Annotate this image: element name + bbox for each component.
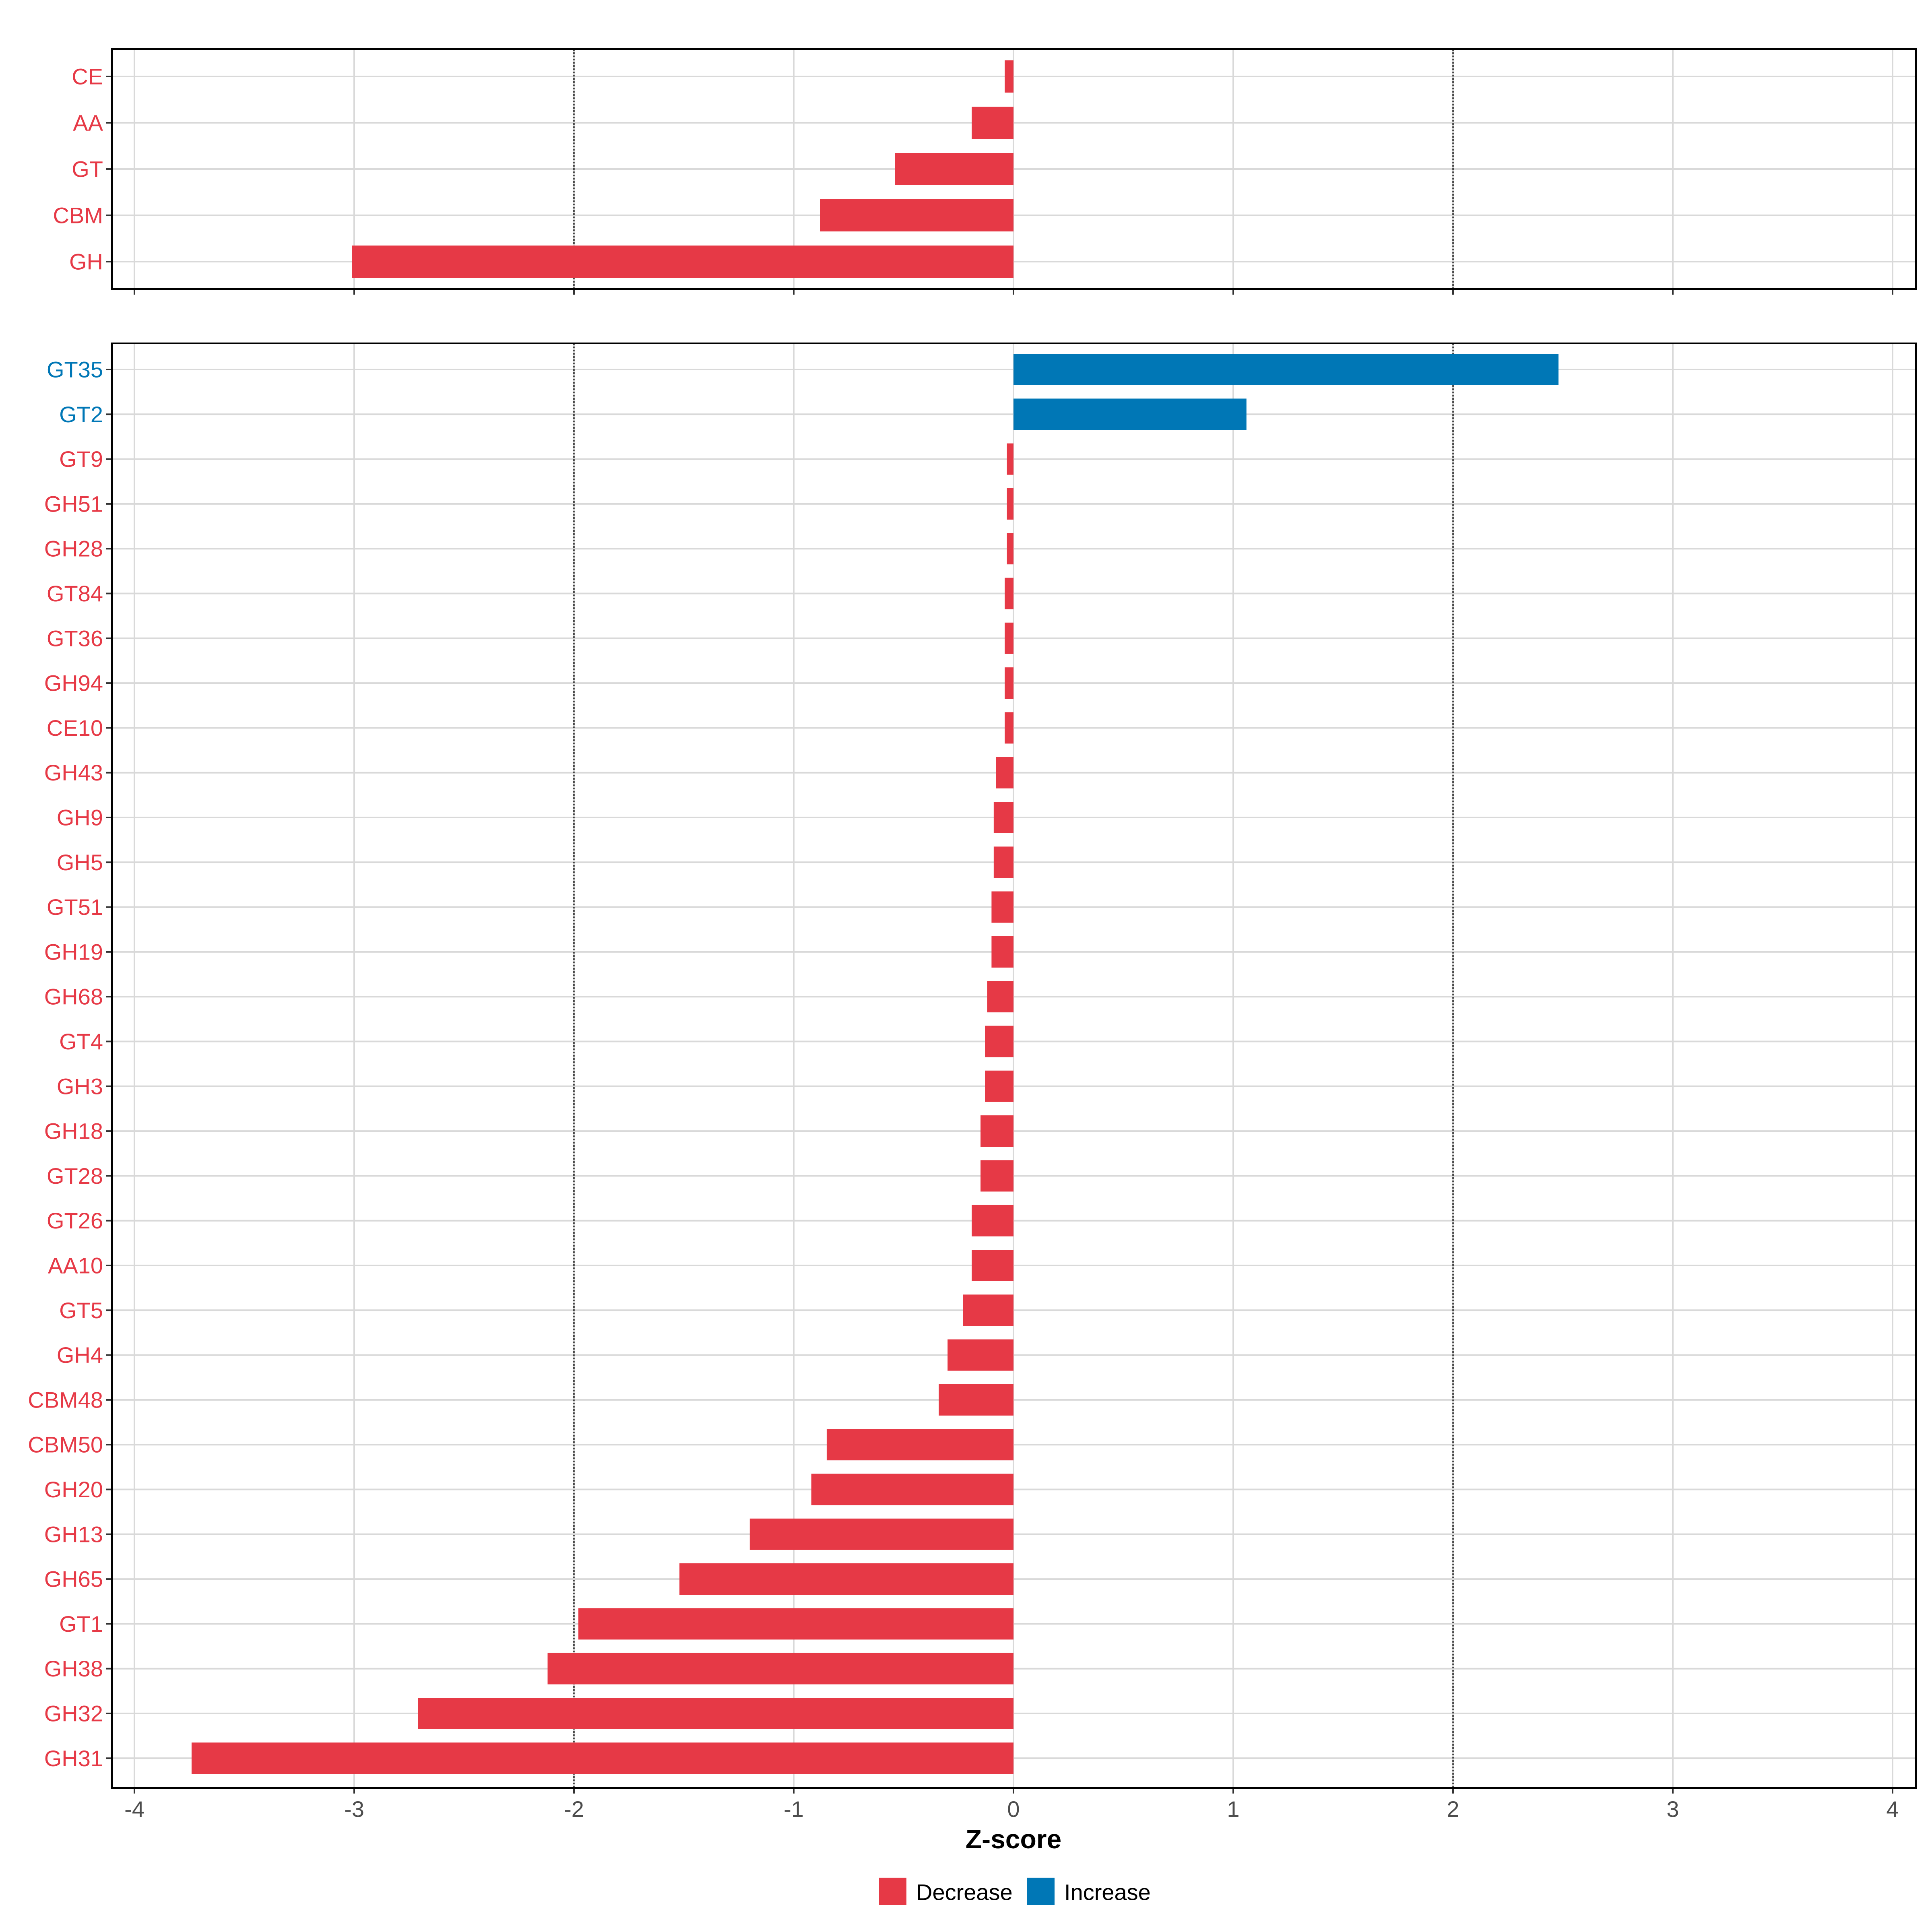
category-label-gt9: GT9 [59, 446, 103, 472]
bar-gh20 [811, 1474, 1013, 1505]
category-label-gt26: GT26 [47, 1208, 103, 1233]
category-label-gh38: GH38 [44, 1656, 103, 1681]
category-label-ce10: CE10 [47, 715, 103, 741]
category-label-ce: CE [72, 64, 103, 89]
category-label-gh65: GH65 [44, 1567, 103, 1592]
category-label-gt2: GT2 [59, 402, 103, 427]
legend-label-increase: Increase [1064, 1880, 1151, 1905]
category-label-gh68: GH68 [44, 984, 103, 1009]
bar-gh4 [947, 1339, 1013, 1371]
x-tick-label: -3 [344, 1796, 364, 1822]
bar-aa10 [972, 1250, 1013, 1281]
bar-gh5 [993, 846, 1013, 878]
bar-gt2 [1013, 398, 1247, 430]
category-label-gh43: GH43 [44, 760, 103, 785]
category-label-gh31: GH31 [44, 1746, 103, 1771]
bar-gh9 [993, 802, 1013, 833]
bar-gh18 [980, 1115, 1013, 1147]
bar-gt51 [991, 891, 1013, 923]
panel-border [111, 343, 1917, 1789]
x-tick-label: 0 [1007, 1796, 1020, 1822]
bar-aa [972, 107, 1013, 139]
category-label-gh9: GH9 [57, 805, 103, 830]
bar-gh31 [191, 1742, 1014, 1774]
bar-gh3 [985, 1070, 1013, 1102]
bar-cbm50 [826, 1429, 1013, 1461]
category-label-gh94: GH94 [44, 671, 103, 696]
x-tick-label: 4 [1886, 1796, 1899, 1822]
legend-key-decrease [879, 1878, 906, 1905]
category-label-aa10: AA10 [48, 1253, 103, 1278]
category-label-gh18: GH18 [44, 1119, 103, 1144]
category-label-cbm: CBM [53, 203, 103, 228]
bar-gh32 [418, 1698, 1013, 1729]
category-label-gh3: GH3 [57, 1073, 103, 1099]
bar-gh43 [996, 757, 1013, 788]
x-axis: -4 -3 -2 -1 0 1 2 3 4 [124, 1796, 1899, 1822]
top-panel: CE AA GT CBM GH [53, 48, 1917, 295]
bar-gh [352, 246, 1013, 278]
x-tick-label: 2 [1447, 1796, 1459, 1822]
bar-gt1 [578, 1608, 1013, 1640]
bottom-panel: GT35 GT2 GT9 GH51 GH28 GT84 GT36 GH94 CE10 GH43 GH… [28, 343, 1917, 1794]
bar-cbm [820, 199, 1013, 231]
category-label-gt4: GT4 [59, 1029, 103, 1054]
category-label-gt36: GT36 [47, 625, 103, 651]
category-label-gh20: GH20 [44, 1477, 103, 1502]
bar-ce10 [1005, 712, 1013, 744]
category-label-gh13: GH13 [44, 1521, 103, 1547]
bar-gh51 [1007, 488, 1013, 520]
category-label-gt84: GT84 [47, 581, 103, 606]
category-label-gh51: GH51 [44, 491, 103, 516]
category-label-gt1: GT1 [59, 1611, 103, 1637]
x-tick-label: 3 [1666, 1796, 1679, 1822]
bar-gt4 [985, 1026, 1013, 1057]
bar-gh38 [547, 1653, 1013, 1684]
bar-gh28 [1007, 533, 1013, 565]
legend: Decrease Increase [879, 1878, 1151, 1905]
bar-gt26 [972, 1205, 1013, 1236]
bar-gh19 [991, 936, 1013, 968]
x-tick-label: -1 [784, 1796, 804, 1822]
x-tick-label: -4 [124, 1796, 144, 1822]
bar-gt36 [1005, 622, 1013, 654]
category-label-gt5: GT5 [59, 1298, 103, 1323]
category-label-gh4: GH4 [57, 1342, 103, 1368]
bar-gt [895, 153, 1013, 185]
category-label-gt35: GT35 [47, 357, 103, 382]
category-label-gt: GT [72, 157, 103, 182]
legend-label-decrease: Decrease [916, 1880, 1013, 1905]
category-label-gh28: GH28 [44, 536, 103, 561]
category-label-aa: AA [73, 110, 103, 136]
category-label-gt28: GT28 [47, 1163, 103, 1189]
category-label-cbm50: CBM50 [28, 1432, 103, 1457]
category-label-gh19: GH19 [44, 939, 103, 964]
bar-gh68 [987, 981, 1013, 1013]
category-label-gh32: GH32 [44, 1701, 103, 1726]
x-tick-label: -2 [564, 1796, 584, 1822]
bar-gt35 [1013, 354, 1559, 385]
bar-cbm48 [939, 1384, 1013, 1416]
category-label-gh5: GH5 [57, 850, 103, 875]
bar-gt84 [1005, 578, 1013, 609]
bar-gt9 [1007, 443, 1013, 475]
panel-border [111, 48, 1917, 290]
category-label-gh: GH [69, 249, 103, 275]
bar-gt5 [963, 1294, 1013, 1326]
x-axis-title: Z-score [966, 1824, 1061, 1854]
category-label-cbm48: CBM48 [28, 1387, 103, 1412]
bar-gh94 [1005, 667, 1013, 699]
bar-ce [1005, 60, 1013, 93]
category-label-gt51: GT51 [47, 894, 103, 920]
bar-gt28 [980, 1160, 1013, 1192]
x-tick-label: 1 [1227, 1796, 1239, 1822]
bar-gh65 [679, 1563, 1013, 1595]
legend-key-increase [1027, 1878, 1055, 1905]
bar-gh13 [749, 1518, 1013, 1550]
